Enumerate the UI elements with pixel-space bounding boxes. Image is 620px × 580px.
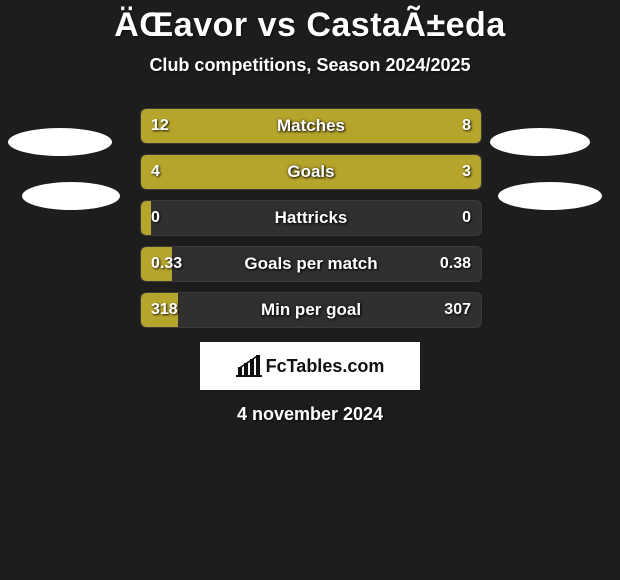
bar-track: 128Matches — [140, 108, 482, 144]
value-left: 4 — [151, 155, 160, 189]
stat-row: 128Matches — [0, 108, 620, 142]
logo-box[interactable]: FcTables.com — [200, 342, 420, 390]
bar-fill — [141, 109, 481, 143]
fctables-logo: FcTables.com — [236, 355, 385, 377]
comparison-card: ÄŒavor vs CastaÃ±eda Club competitions, … — [0, 6, 620, 425]
date-label: 4 november 2024 — [0, 404, 620, 425]
page-title: ÄŒavor vs CastaÃ±eda — [0, 6, 620, 45]
bar-chart-icon — [236, 355, 262, 377]
bar-fill — [141, 201, 151, 235]
value-right: 0.38 — [440, 247, 471, 281]
bar-track: 318 307Min per goal — [140, 292, 482, 328]
value-right: 0 — [462, 201, 471, 235]
value-right: 307 — [444, 293, 471, 327]
stat-row: 318 307Min per goal — [0, 292, 620, 326]
bar-fill — [141, 155, 481, 189]
bar-track: 43Goals — [140, 154, 482, 190]
value-left: 318 — [151, 293, 178, 327]
bar-track: 0 0Hattricks — [140, 200, 482, 236]
stat-label: Goals per match — [141, 247, 481, 281]
stat-row: 43Goals — [0, 154, 620, 188]
subtitle: Club competitions, Season 2024/2025 — [0, 55, 620, 76]
value-left: 0.33 — [151, 247, 182, 281]
stat-row: 0.33 0.38Goals per match — [0, 246, 620, 280]
value-left: 12 — [151, 109, 169, 143]
value-right: 8 — [462, 109, 471, 143]
stat-rows: 128Matches43Goals00Hattricks0.330.38Goal… — [0, 108, 620, 326]
stat-label: Min per goal — [141, 293, 481, 327]
value-left: 0 — [151, 201, 160, 235]
bar-track: 0.33 0.38Goals per match — [140, 246, 482, 282]
value-right: 3 — [462, 155, 471, 189]
logo-text: FcTables.com — [266, 356, 385, 377]
stat-row: 0 0Hattricks — [0, 200, 620, 234]
stat-label: Hattricks — [141, 201, 481, 235]
